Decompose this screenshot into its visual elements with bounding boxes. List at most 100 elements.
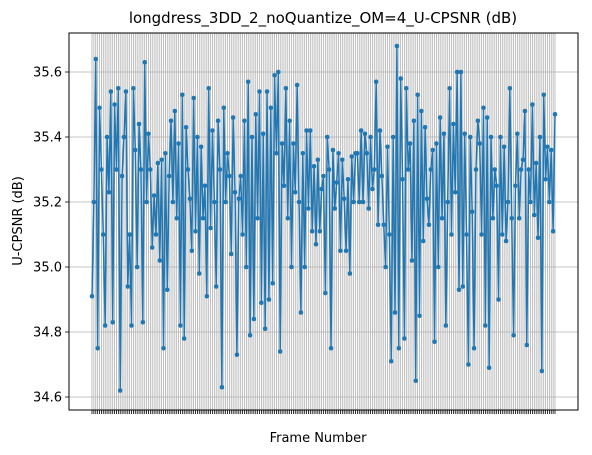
data-point <box>198 144 204 150</box>
data-point <box>428 167 434 172</box>
data-point <box>522 108 528 114</box>
data-point <box>146 131 151 137</box>
data-point <box>503 238 509 244</box>
data-point <box>138 167 144 172</box>
data-point <box>315 157 321 163</box>
data-point <box>187 196 193 202</box>
x-grid <box>91 33 556 410</box>
data-point <box>195 134 200 140</box>
data-point <box>426 222 432 228</box>
data-point <box>117 388 123 393</box>
data-point <box>317 228 323 234</box>
data-point <box>159 157 164 163</box>
data-point <box>114 167 119 172</box>
x-ticks <box>91 410 556 414</box>
data-point <box>524 342 530 348</box>
data-point <box>221 105 227 111</box>
data-point <box>232 189 238 195</box>
data-point <box>373 79 379 85</box>
y-tick-label: 34.6 <box>33 391 62 406</box>
data-point <box>377 128 383 133</box>
data-point <box>454 69 460 75</box>
data-point <box>296 199 302 205</box>
data-point <box>132 147 138 153</box>
y-tick-label: 35.6 <box>33 66 62 81</box>
data-point <box>345 176 351 182</box>
data-point <box>539 368 545 374</box>
data-point <box>456 287 462 293</box>
data-point <box>368 134 373 140</box>
data-point <box>266 297 272 302</box>
data-point <box>530 102 535 107</box>
data-point <box>89 293 95 299</box>
data-point <box>174 215 179 221</box>
data-point <box>434 141 439 146</box>
y-ticks: 34.6 34.8 35.0 35.2 35.4 35.6 <box>33 66 69 406</box>
data-point <box>149 245 155 250</box>
data-point <box>332 206 338 211</box>
data-point <box>349 154 355 159</box>
data-point <box>466 362 471 367</box>
data-point <box>411 118 417 124</box>
data-point <box>336 150 341 156</box>
data-point <box>552 111 558 117</box>
data-point <box>490 215 496 221</box>
data-point <box>102 323 108 328</box>
data-point <box>180 92 185 98</box>
data-point <box>550 228 556 234</box>
data-point <box>228 251 234 257</box>
data-point <box>321 173 326 179</box>
data-point <box>206 85 211 91</box>
y-tick-label: 35.2 <box>33 196 62 211</box>
data-point <box>358 128 364 133</box>
data-point <box>513 183 518 189</box>
data-point <box>362 131 368 137</box>
data-point <box>479 232 484 237</box>
data-point <box>447 85 452 91</box>
data-point <box>185 167 191 172</box>
data-point <box>91 199 97 205</box>
data-point <box>516 215 522 221</box>
data-point <box>106 189 112 195</box>
data-point <box>215 118 221 124</box>
data-point <box>441 131 447 137</box>
data-point <box>262 326 268 332</box>
data-point <box>283 85 289 91</box>
data-point <box>413 378 419 384</box>
data-point <box>543 176 548 182</box>
data-point <box>306 206 311 211</box>
data-point <box>509 215 515 221</box>
data-point <box>99 167 104 172</box>
data-point <box>533 160 539 166</box>
data-point <box>526 167 531 172</box>
data-point <box>528 199 533 205</box>
plot-frame <box>68 32 579 411</box>
data-point <box>420 238 426 244</box>
data-point <box>417 313 422 319</box>
data-point <box>443 323 449 328</box>
data-point <box>157 258 163 263</box>
data-point <box>366 206 371 211</box>
data-point <box>328 345 334 351</box>
data-point <box>484 115 490 120</box>
data-point <box>518 167 524 172</box>
data-point <box>249 134 255 140</box>
data-point <box>104 134 110 140</box>
data-point <box>298 310 304 315</box>
data-point <box>119 173 125 179</box>
data-point <box>144 199 149 205</box>
data-point <box>404 85 409 91</box>
data-point <box>355 150 360 156</box>
data-point <box>419 108 424 114</box>
data-point <box>253 111 259 117</box>
data-point <box>244 264 249 270</box>
data-point <box>281 183 287 189</box>
data-point <box>323 290 328 296</box>
data-point <box>300 150 306 156</box>
data-point <box>276 69 281 75</box>
data-point <box>140 319 146 325</box>
data-point <box>445 199 451 205</box>
data-point <box>471 345 477 351</box>
data-point <box>95 345 100 351</box>
